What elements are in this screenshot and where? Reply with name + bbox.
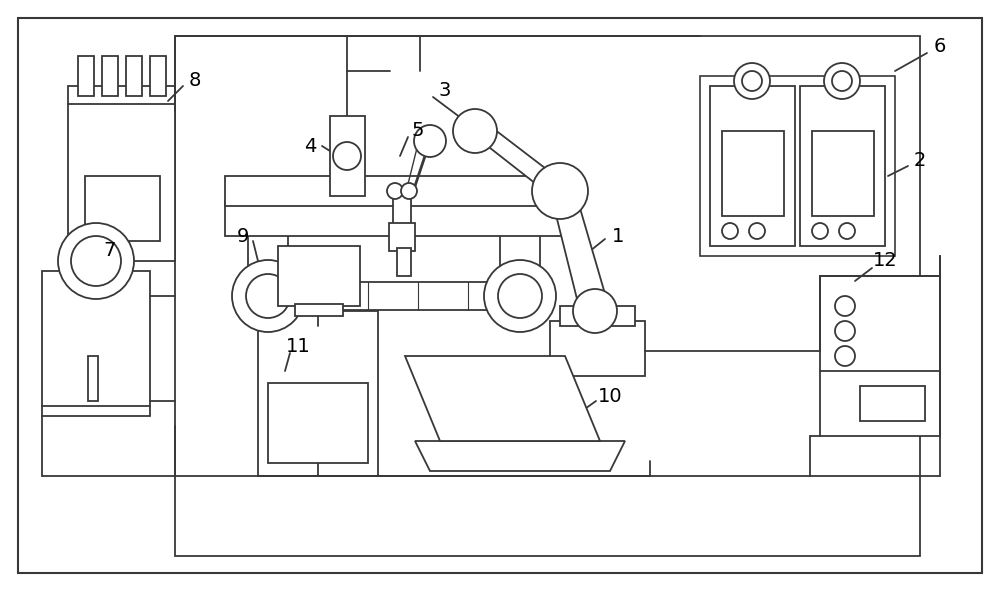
Bar bbox=[812, 131, 874, 216]
Circle shape bbox=[532, 163, 588, 219]
Text: 6: 6 bbox=[934, 37, 946, 56]
Text: 11: 11 bbox=[286, 336, 310, 356]
Text: 5: 5 bbox=[412, 122, 424, 141]
Polygon shape bbox=[550, 191, 610, 311]
Circle shape bbox=[722, 223, 738, 239]
Text: 2: 2 bbox=[914, 151, 926, 170]
Circle shape bbox=[498, 274, 542, 318]
Bar bbox=[258, 311, 378, 476]
Bar bbox=[42, 271, 150, 416]
Circle shape bbox=[573, 289, 617, 333]
Bar bbox=[268, 383, 368, 463]
Circle shape bbox=[742, 71, 762, 91]
Circle shape bbox=[453, 109, 497, 153]
Bar bbox=[800, 86, 885, 246]
Bar bbox=[278, 246, 360, 306]
Bar bbox=[225, 201, 565, 236]
Circle shape bbox=[812, 223, 828, 239]
Circle shape bbox=[246, 274, 290, 318]
Bar bbox=[500, 227, 540, 282]
Text: 1: 1 bbox=[612, 226, 624, 245]
Text: 4: 4 bbox=[304, 137, 316, 155]
Bar bbox=[88, 356, 98, 401]
Circle shape bbox=[749, 223, 765, 239]
Text: 8: 8 bbox=[189, 72, 201, 90]
Bar bbox=[700, 76, 895, 256]
Bar bbox=[175, 36, 920, 556]
Polygon shape bbox=[415, 441, 625, 471]
Polygon shape bbox=[405, 356, 600, 441]
Bar bbox=[295, 304, 343, 316]
Bar bbox=[150, 56, 166, 96]
Bar bbox=[389, 223, 415, 251]
Text: 12: 12 bbox=[873, 252, 897, 271]
Bar bbox=[248, 227, 288, 282]
Circle shape bbox=[387, 183, 403, 199]
Bar bbox=[550, 321, 645, 376]
Bar bbox=[126, 56, 142, 96]
Circle shape bbox=[401, 183, 417, 199]
Circle shape bbox=[484, 260, 556, 332]
Text: 7: 7 bbox=[104, 242, 116, 261]
Circle shape bbox=[71, 236, 121, 286]
Bar bbox=[393, 191, 411, 226]
Circle shape bbox=[839, 223, 855, 239]
Text: 3: 3 bbox=[439, 82, 451, 100]
Circle shape bbox=[832, 71, 852, 91]
Polygon shape bbox=[462, 126, 575, 191]
Text: 10: 10 bbox=[598, 387, 622, 405]
Bar bbox=[397, 248, 411, 276]
Bar bbox=[710, 86, 795, 246]
Circle shape bbox=[333, 142, 361, 170]
Circle shape bbox=[232, 260, 304, 332]
Bar bbox=[68, 86, 175, 261]
Bar bbox=[820, 276, 940, 436]
Circle shape bbox=[414, 125, 446, 157]
Bar bbox=[102, 56, 118, 96]
Circle shape bbox=[835, 296, 855, 316]
Circle shape bbox=[835, 346, 855, 366]
Bar bbox=[85, 176, 160, 241]
Circle shape bbox=[58, 223, 134, 299]
Text: 9: 9 bbox=[237, 226, 249, 245]
Circle shape bbox=[824, 63, 860, 99]
Bar bbox=[560, 306, 635, 326]
Bar bbox=[722, 131, 784, 216]
Circle shape bbox=[734, 63, 770, 99]
Bar bbox=[268, 282, 520, 310]
Circle shape bbox=[835, 321, 855, 341]
Bar bbox=[225, 176, 565, 206]
Bar bbox=[860, 386, 925, 421]
Bar bbox=[330, 116, 365, 196]
Bar bbox=[78, 56, 94, 96]
